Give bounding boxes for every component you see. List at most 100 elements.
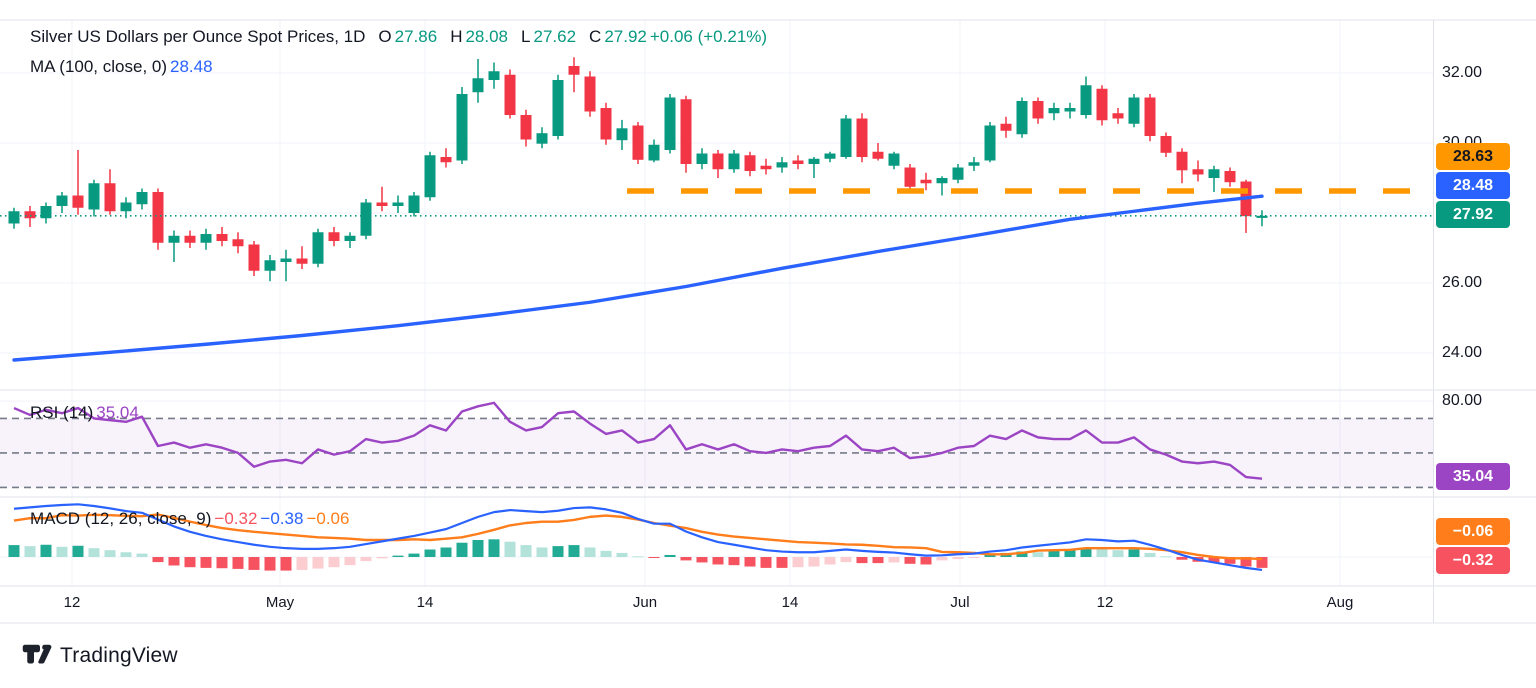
close-badge: 27.92 [1436,201,1510,228]
macd-histogram-bar [984,554,996,557]
macd-histogram-bar [1096,548,1108,557]
high-label: H [450,27,463,46]
candle-body [408,195,420,213]
macd-histogram-bar [792,557,804,568]
open-label: O [378,27,392,46]
level-badge: 28.63 [1436,143,1510,170]
candle-body [56,195,68,206]
price-tick-label: 26.00 [1442,274,1483,291]
ma-value: 28.48 [170,57,213,76]
candle-body [264,260,276,271]
macd-histogram-bar [72,545,84,557]
macd-signal-value: −0.06 [306,509,350,528]
macd-histogram-bar [1048,550,1060,557]
macd-histogram-bar [1144,552,1156,557]
macd-histogram-bar [408,553,420,557]
candle-body [392,202,404,206]
macd-histogram-bar [824,557,836,565]
time-tick-label: 12 [63,594,81,611]
macd-histogram-bar [856,557,868,564]
tradingview-mark-icon [22,644,52,664]
macd-histogram-bar [424,549,436,557]
symbol-legend[interactable]: Silver US Dollars per Ounce Spot Prices,… [30,27,767,47]
macd-histogram-bar [920,557,932,565]
close-label: C [589,27,602,46]
price-tick-label: 32.00 [1442,64,1483,81]
tradingview-logo-text: TradingView [60,644,178,667]
macd-line[interactable] [13,503,1263,572]
macd-histogram-bar [296,557,308,570]
candle-body [872,151,884,159]
candle-body [520,115,532,140]
candle-body [1208,169,1220,178]
macd-histogram-bar [520,545,532,557]
symbol-title: Silver US Dollars per Ounce Spot Prices,… [30,27,366,46]
macd-histogram-bar [40,544,52,557]
time-tick-label: Jul [950,594,970,611]
macd-histogram-bar [1016,551,1028,557]
candle-body [1096,88,1108,121]
rsi-legend[interactable]: RSI (14) 35.04 [30,403,139,423]
candle-body [568,66,580,75]
tradingview-logo[interactable]: TradingView [22,643,178,669]
candle-body [472,78,484,93]
macd-histogram-bar [904,557,916,564]
macd-histogram-bar [1080,548,1092,557]
candle-body [888,153,900,166]
ma100-line[interactable] [12,194,1264,362]
macd-histogram-bar [552,546,564,557]
macd-histogram-bar [152,557,164,563]
macd-histogram-bar [104,550,116,557]
candle-body [136,192,148,205]
candle-body [152,192,164,243]
macd-histogram-bar [632,556,644,558]
candle-body [584,76,596,112]
macd-histogram-bar [184,557,196,568]
macd-histogram-bar [8,545,20,557]
candle-body [104,183,116,212]
candle-body [712,153,724,170]
candle-body [488,71,500,80]
candle-body [504,74,516,115]
candle-body [760,165,772,170]
macd-histogram-bar [488,539,500,557]
macd-histogram-bar [968,557,980,558]
macd-histogram-bar [280,557,292,571]
macd-histogram-bar [1128,549,1140,557]
rsi-line[interactable] [13,401,1263,480]
ma-legend[interactable]: MA (100, close, 0) 28.48 [30,57,213,77]
candle-body [808,158,820,164]
rsi-value: 35.04 [96,403,139,422]
candle-body [184,235,196,243]
candle-body [552,80,564,136]
candle-body [120,202,132,212]
macd-histogram-bar [744,557,756,567]
rsi-tick-label: 80.00 [1442,392,1483,410]
candle-body [824,153,836,159]
macd-histogram-bar [120,552,132,557]
macd-histogram-bar [536,547,548,557]
macd-histogram-bar [616,552,628,557]
macd-histogram-bar [1032,552,1044,557]
low-value: 27.62 [533,27,577,46]
rsi-label: RSI (14) [30,403,94,422]
time-tick-label: 14 [781,594,799,611]
candle-body [1112,113,1124,119]
macd-histogram-bar [136,553,148,557]
macd-legend[interactable]: MACD (12, 26, close, 9) −0.32 −0.38 −0.06 [30,509,349,529]
candle-body [936,178,948,184]
candle-body [40,206,52,219]
macd-histogram-bar [1240,557,1252,567]
open-value: 27.86 [394,27,438,46]
macd-histogram-bar [776,557,788,568]
macd-histogram-bar [328,557,340,568]
candle-body [536,133,548,144]
macd-histogram-bar [1256,557,1268,568]
macd-histogram-bar [88,548,100,557]
candle-body [88,183,100,210]
candle-body [24,211,36,219]
candle-body [984,125,996,161]
candle-body [200,234,212,243]
candle-body [216,234,228,241]
